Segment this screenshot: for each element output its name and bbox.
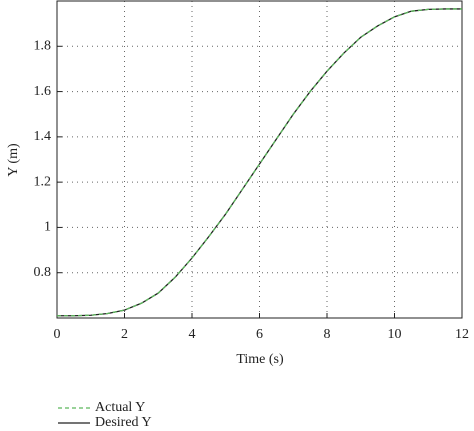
- y-tick-label: 1.8: [34, 39, 52, 54]
- x-axis-label: Time (s): [236, 352, 284, 367]
- y-axis-label: Y (m): [6, 143, 21, 177]
- x-tick-label: 8: [324, 327, 331, 342]
- legend-label: Desired Y: [95, 415, 152, 430]
- x-tick-label: 12: [455, 327, 469, 342]
- x-tick-label: 2: [121, 327, 128, 342]
- y-tick-label: 1.2: [34, 174, 52, 189]
- x-tick-label: 0: [54, 327, 61, 342]
- y-tick-label: 0.8: [34, 265, 52, 280]
- y-tick-label: 1.4: [34, 129, 52, 144]
- data-line: [57, 8, 462, 317]
- x-tick-label: 4: [189, 327, 196, 342]
- legend-label: Actual Y: [95, 400, 145, 415]
- x-tick-label: 6: [256, 327, 263, 342]
- data-line: [57, 8, 462, 317]
- y-tick-label: 1: [44, 220, 51, 235]
- plot-frame: [56, 0, 463, 319]
- y-tick-label: 1.6: [34, 84, 52, 99]
- x-tick-label: 10: [388, 327, 402, 342]
